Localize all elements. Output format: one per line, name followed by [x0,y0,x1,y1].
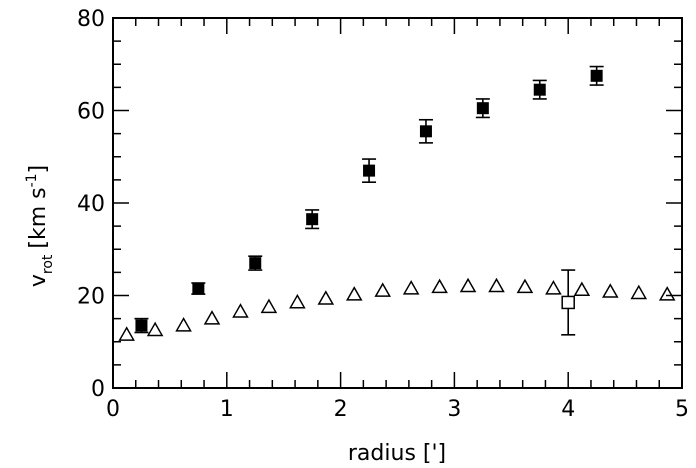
data-point-filled-square [306,213,319,226]
x-tick-label: 4 [561,397,575,422]
data-point-open-triangle [232,303,249,318]
data-point-open-triangle [602,283,619,298]
data-point-open-triangle [203,310,221,325]
data-point-open-triangle [658,286,676,301]
data-point-open-square [561,295,575,310]
data-point-filled-square [533,83,546,96]
tick-labels: 0 1 2 3 4 5 0 20 40 60 80 [77,7,689,422]
data-point-filled-square [135,319,148,332]
y-axis-label-close: ] [26,165,51,174]
data-point-open-triangle [118,326,135,341]
y-tick-label: 20 [77,285,105,310]
x-tick-label: 5 [675,397,689,422]
data-point-open-triangle [175,317,192,332]
data-point-filled-square [363,164,376,177]
data-point-filled-square [192,282,205,295]
y-tick-label: 60 [77,100,105,125]
data-point-open-triangle [146,321,164,337]
data-point-filled-square [590,69,603,82]
y-tick-label: 40 [77,192,105,217]
data-point-open-triangle [345,286,363,301]
data-point-open-triangle [545,280,562,295]
error-bars [134,65,604,336]
data-point-open-triangle [374,282,391,297]
data-point-filled-square [476,102,489,115]
y-axis-label-base: v [26,274,51,287]
data-point-open-triangle [317,290,335,305]
data-point-open-triangle [488,277,505,293]
y-tick-label: 0 [91,377,105,402]
data-point-open-triangle [459,277,477,293]
x-tick-label: 2 [334,397,348,422]
data-point-open-triangle [260,298,278,314]
data-point-filled-square [419,125,432,138]
x-tick-label: 3 [447,397,461,422]
x-tick-label: 0 [106,397,120,422]
y-axis-label-subscript: rot [40,254,56,274]
x-axis-label: radius ['] [348,441,446,466]
data-markers [118,69,676,341]
data-point-filled-square [249,257,262,270]
data-point-open-triangle [402,280,420,295]
data-point-open-triangle [573,281,591,296]
data-point-open-triangle [630,284,648,300]
y-axis-label-exponent: -1 [24,173,40,187]
data-point-open-triangle [431,278,448,294]
y-axis-label: vrot [km s-1] [24,165,56,287]
axis-ticks [112,17,683,389]
y-tick-label: 80 [77,7,105,32]
x-tick-label: 1 [220,397,234,422]
y-axis-label-units: [km s [26,187,51,248]
data-point-open-triangle [516,278,534,294]
data-point-open-triangle [289,293,306,309]
